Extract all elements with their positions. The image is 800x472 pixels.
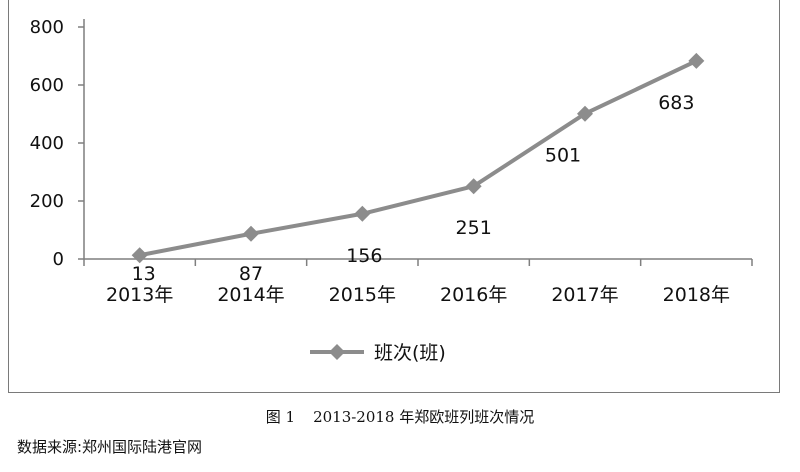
legend-marker [329, 344, 345, 360]
data-label: 683 [658, 92, 694, 114]
data-point-marker [577, 105, 593, 122]
y-tick-label: 200 [30, 191, 64, 212]
data-point-marker [688, 52, 705, 69]
data-label: 156 [346, 245, 382, 267]
x-tick-label: 2013年 [106, 284, 173, 306]
x-tick-label: 2018年 [663, 284, 730, 306]
chart-frame [8, 0, 780, 393]
figure-caption: 图 1 2013-2018 年郑欧班列班次情况 [0, 406, 800, 427]
data-label: 13 [132, 263, 156, 285]
x-tick-label: 2016年 [440, 284, 507, 306]
y-tick-label: 400 [30, 133, 64, 154]
series-line [139, 59, 698, 258]
x-tick-label: 2014年 [217, 284, 284, 306]
figure-caption-text: 2013-2018 年郑欧班列班次情况 [313, 408, 535, 426]
data-point-marker [354, 205, 371, 222]
data-label: 251 [456, 217, 492, 239]
legend-label: 班次(班) [374, 342, 446, 364]
x-tick-label: 2017年 [551, 284, 618, 306]
data-label: 501 [545, 145, 581, 167]
data-point-marker [465, 178, 482, 195]
y-tick-label: 800 [30, 17, 64, 38]
data-label: 87 [239, 263, 263, 285]
x-tick-label: 2015年 [329, 284, 396, 306]
line-chart: 0 200 400 600 800 2013年 2014年 2015年 2016年 2017年 20… [30, 17, 753, 364]
data-point-marker [243, 225, 259, 242]
figure-caption-label: 图 1 [265, 408, 296, 426]
y-tick-label: 600 [30, 75, 64, 96]
y-tick-label: 0 [53, 249, 64, 270]
data-source-note: 数据来源:郑州国际陆港官网 [17, 438, 203, 456]
data-point-marker [131, 247, 148, 264]
